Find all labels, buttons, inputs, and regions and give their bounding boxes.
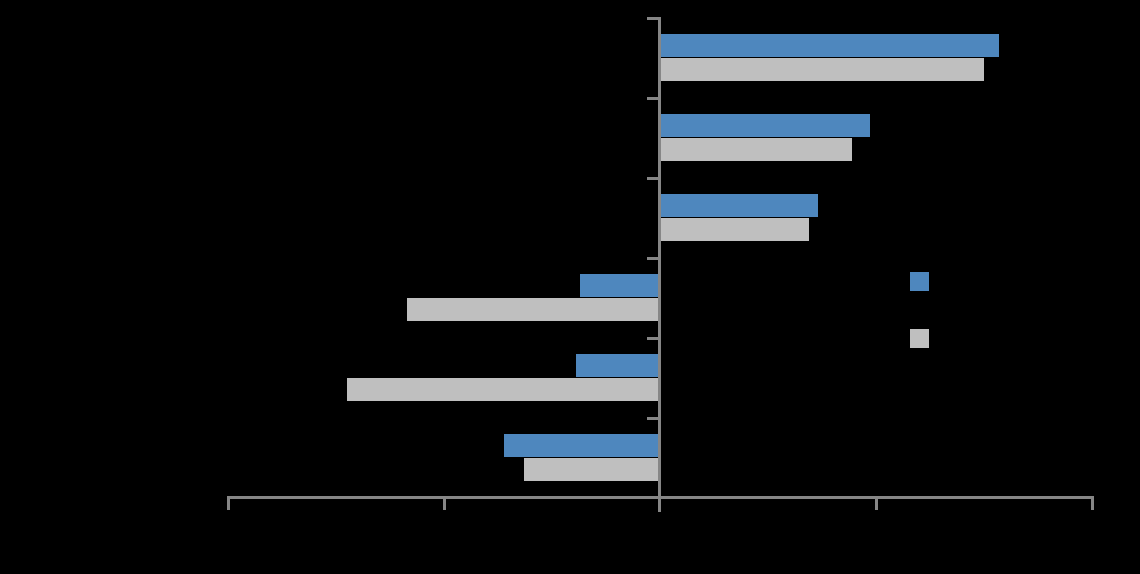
legend-swatch-series-blue [910,272,929,291]
bar-series-gray-category-2 [660,138,852,161]
category-axis-tick [647,17,658,20]
value-axis-tick [443,496,446,510]
value-axis-tick [875,496,878,510]
category-axis-tick [647,177,658,180]
bar-series-gray-category-6 [524,458,660,481]
bar-series-gray-category-1 [660,58,984,81]
bar-series-gray-category-5 [347,378,660,401]
value-axis-tick [227,496,230,510]
value-axis-line [227,496,1093,499]
bar-series-blue-category-5 [576,354,660,377]
category-axis-tick [647,417,658,420]
bar-series-gray-category-4 [407,298,660,321]
value-axis-tick [1091,496,1094,510]
bar-series-blue-category-1 [660,34,999,57]
bar-series-blue-category-6 [504,434,660,457]
bar-series-blue-category-4 [580,274,660,297]
bar-series-gray-category-3 [660,218,809,241]
category-axis-tick [647,97,658,100]
category-axis-tick [647,337,658,340]
category-axis-tick [647,257,658,260]
bar-series-blue-category-3 [660,194,818,217]
category-axis-line [658,17,661,512]
legend-swatch-series-gray [910,329,929,348]
bar-series-blue-category-2 [660,114,870,137]
